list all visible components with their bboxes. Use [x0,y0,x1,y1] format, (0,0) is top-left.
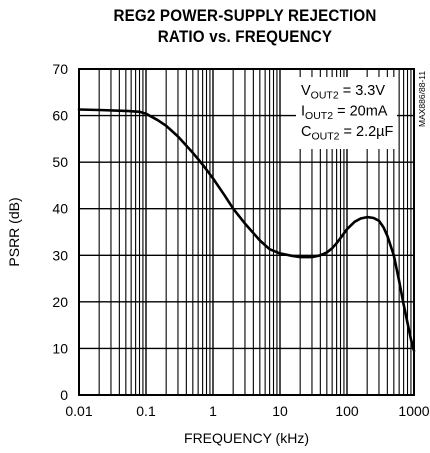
x-tick-label: 10 [272,403,288,419]
y-tick-label: 50 [52,154,68,170]
x-tick-label: 0.01 [65,403,92,419]
major-grid [79,69,414,395]
condition-line: COUT2 = 2.2µF [301,124,394,143]
x-tick-labels: 0.01 0.1 1 10 100 1000 [65,403,429,419]
x-tick-label: 1000 [398,403,429,419]
chart-title-line-1: REG2 POWER-SUPPLY REJECTION [113,7,377,25]
y-tick-label: 0 [60,387,68,403]
y-tick-label: 40 [52,201,68,217]
psrr-curve [77,108,416,353]
figure-id: MAX886/88-11 [417,71,427,127]
chart-title-line-2: RATIO vs. FREQUENCY [157,28,333,46]
y-axis-label: PSRR (dB) [6,197,22,266]
y-tick-label: 10 [52,340,68,356]
x-tick-label: 100 [335,403,359,419]
annotation-background [296,77,397,149]
plot-frame [78,68,415,396]
x-tick-label: 0.1 [136,403,156,419]
y-tick-label: 20 [52,294,68,310]
condition-line: IOUT2 = 20mA [301,104,388,123]
condition-line: VOUT2 = 3.3V [301,83,385,102]
y-tick-label: 30 [52,247,68,263]
x-axis-label: FREQUENCY (kHz) [184,430,309,446]
y-tick-label: 60 [52,108,68,124]
minor-grid [98,69,412,395]
y-tick-labels: 0 10 20 30 40 50 60 70 [52,61,68,403]
y-tick-label: 70 [52,61,68,77]
x-tick-label: 1 [209,403,217,419]
